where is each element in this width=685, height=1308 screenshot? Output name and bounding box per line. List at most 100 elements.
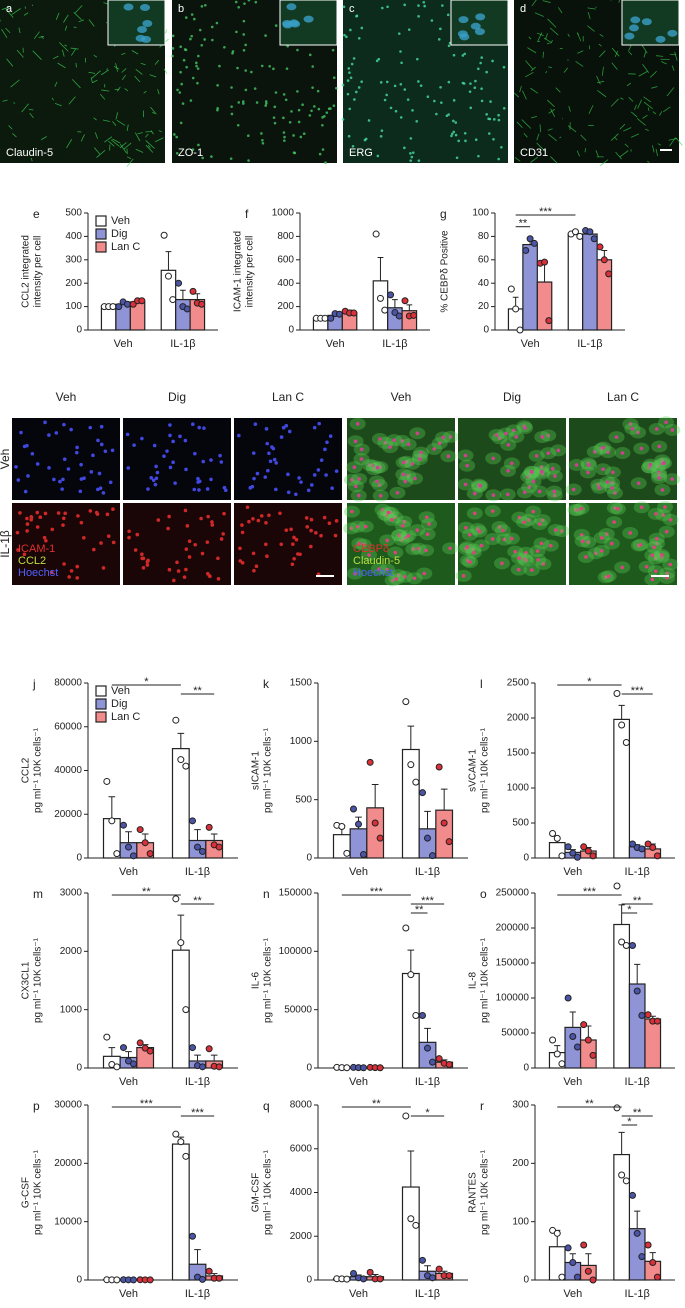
nucleus (197, 488, 201, 492)
nucleus (472, 511, 477, 516)
texture (599, 33, 604, 37)
nucleus (531, 479, 536, 484)
data-point (338, 823, 346, 830)
texture (474, 79, 477, 83)
data-point (412, 1012, 420, 1019)
nucleus (110, 448, 115, 453)
nucleus (97, 471, 102, 476)
nucleus (406, 533, 411, 538)
y-axis-label: RANTES (468, 1172, 479, 1213)
nucleus (58, 479, 62, 484)
texture (461, 54, 465, 57)
texture (62, 49, 65, 57)
nucleus (171, 460, 175, 465)
texture (348, 71, 351, 74)
texture (93, 147, 101, 155)
nucleus (506, 469, 510, 473)
texture (477, 67, 480, 71)
texture (587, 25, 595, 32)
data-point (512, 305, 520, 313)
nucleus (168, 433, 172, 438)
nucleus (171, 439, 175, 444)
y-tick-label: 50000 (501, 1028, 529, 1039)
nucleus (296, 552, 300, 556)
nucleus (587, 463, 591, 467)
nucleus (413, 476, 417, 481)
x-tick-label: Veh (349, 1288, 368, 1300)
y-tick-label: 60 (478, 254, 490, 265)
texture (393, 84, 397, 88)
panel-letter: m (33, 887, 43, 901)
texture (70, 48, 77, 56)
texture (250, 70, 253, 74)
texture (437, 38, 441, 41)
y-tick-label: 200000 (496, 923, 530, 934)
nucleus (378, 465, 383, 469)
texture (415, 119, 419, 123)
y-axis-label: G-CSF (21, 1177, 32, 1208)
data-point (558, 1273, 566, 1281)
texture (21, 103, 29, 113)
nucleus (60, 487, 64, 491)
data-point (644, 1241, 652, 1249)
data-point (589, 1276, 597, 1284)
nucleus (580, 539, 585, 544)
texture (513, 92, 520, 98)
texture (150, 106, 157, 115)
nucleus (316, 468, 321, 472)
data-point (522, 246, 530, 254)
nucleus (196, 476, 200, 481)
data-point (653, 852, 661, 860)
data-point (205, 1045, 213, 1053)
texture (525, 60, 534, 70)
texture (568, 105, 571, 112)
y-tick-label: 600 (277, 254, 294, 265)
error-bar (407, 949, 415, 974)
nucleus (584, 555, 588, 559)
y-axis-label: pg ml⁻¹ 10K cells⁻¹ (33, 1149, 44, 1235)
inset-cell (624, 32, 635, 40)
texture (615, 151, 622, 160)
nucleus (42, 535, 47, 540)
inset-cell (123, 3, 134, 11)
data-point (629, 840, 637, 848)
texture (548, 108, 556, 114)
nucleus (184, 547, 189, 551)
micrograph (234, 503, 342, 585)
nucleus (395, 490, 400, 495)
nucleus (653, 556, 658, 561)
bar (372, 280, 389, 331)
data-point (194, 843, 201, 851)
panel-letter: k (263, 677, 270, 691)
texture (488, 117, 492, 121)
y-axis-label: pg ml⁻¹ 10K cells⁻¹ (480, 937, 491, 1023)
texture (348, 107, 352, 111)
texture (116, 119, 126, 126)
data-point (130, 852, 137, 860)
texture (260, 132, 263, 135)
nucleus (361, 542, 366, 547)
nucleus (309, 483, 314, 487)
texture (628, 50, 633, 56)
error-bar (194, 829, 201, 841)
texture (516, 121, 523, 128)
data-point (569, 1259, 577, 1266)
significance-label: ** (633, 1107, 642, 1119)
data-point (419, 789, 426, 797)
nucleus (44, 538, 48, 543)
data-point (573, 1273, 581, 1281)
y-tick-label: 250000 (496, 888, 530, 899)
texture (274, 91, 278, 94)
data-point (205, 823, 213, 831)
texture (183, 48, 187, 51)
nucleus (240, 530, 245, 535)
nucleus (312, 473, 317, 477)
nucleus (614, 435, 619, 439)
legend-label: Veh (111, 215, 130, 227)
texture (611, 62, 618, 70)
nucleus (61, 477, 65, 482)
error-bar (108, 1047, 116, 1057)
texture (454, 133, 458, 137)
bar (100, 306, 117, 331)
texture (29, 112, 34, 119)
